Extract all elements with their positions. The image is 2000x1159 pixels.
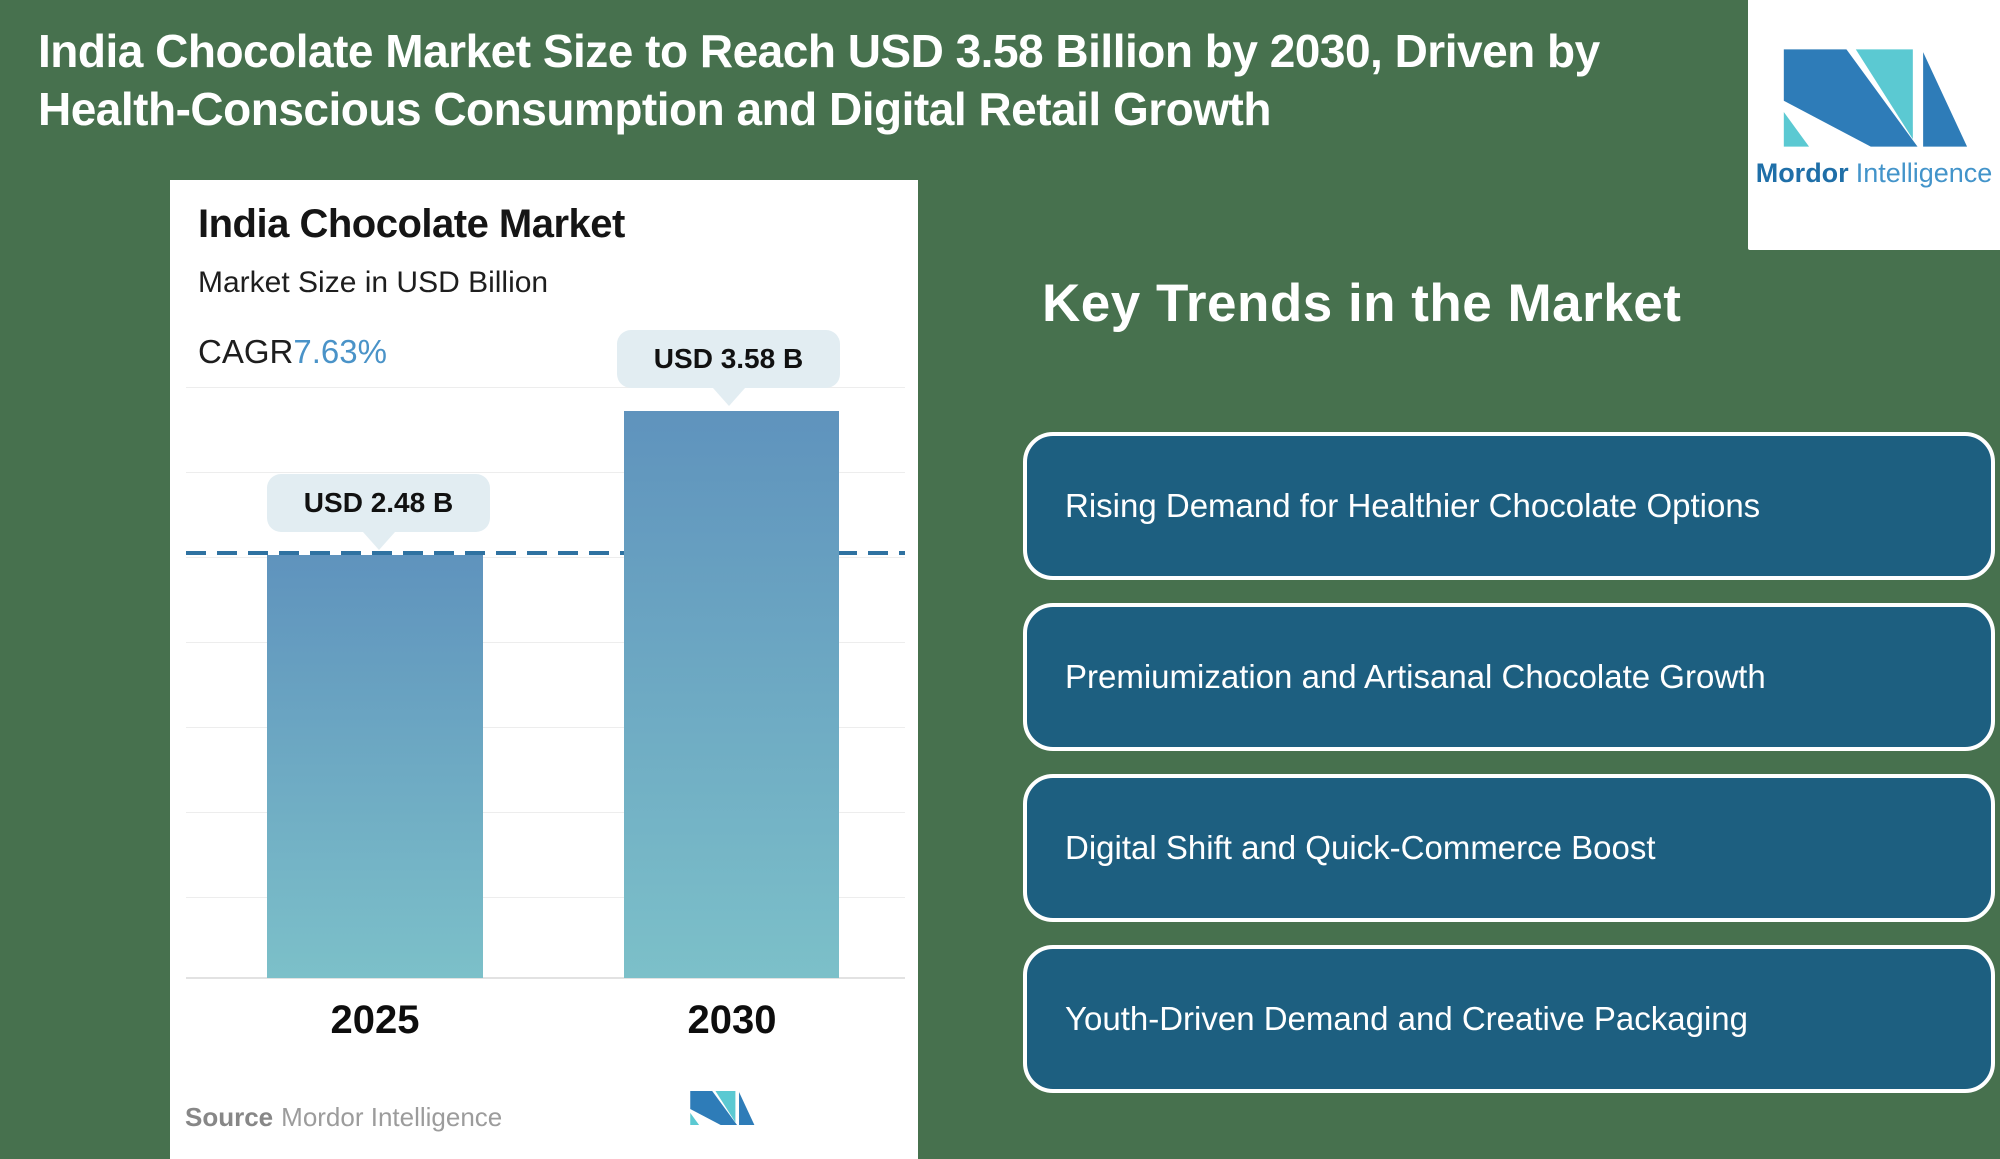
bar-2025 [267,555,483,978]
trend-item-digital-shift: Digital Shift and Quick-Commerce Boost [1023,774,1995,922]
trends-heading: Key Trends in the Market [1042,274,1682,333]
value-label-2025: USD 2.48 B [267,474,490,532]
chart-subtitle: Market Size in USD Billion [198,266,549,299]
trend-item-youth-demand: Youth-Driven Demand and Creative Packagi… [1023,945,1995,1093]
gridline [186,642,905,643]
value-label-2030: USD 3.58 B [617,330,840,388]
trend-item-label: Premiumization and Artisanal Chocolate G… [1065,658,1766,695]
source-label: Source [185,1102,274,1132]
gridline [186,557,905,558]
cagr-value: 7.63% [293,333,387,370]
gridline [186,812,905,813]
gridline [186,897,905,898]
value-label-2025-text: USD 2.48 B [303,487,454,518]
page-title-line-2: Health-Conscious Consumption and Digital… [38,83,1271,135]
trend-item-healthier-options: Rising Demand for Healthier Chocolate Op… [1023,432,1995,580]
reference-dashed-line [186,551,905,555]
trend-item-label: Rising Demand for Healthier Chocolate Op… [1065,487,1761,524]
logo-wordmark-bold: Mordor [1755,158,1849,188]
gridline [186,387,905,388]
mordor-logo-card: Mordor Intelligence [1748,0,2000,250]
chart-title: India Chocolate Market [198,202,625,246]
source-row: Source Mordor Intelligence [185,1102,502,1133]
gridline [186,727,905,728]
chart-card: India Chocolate Market Market Size in US… [170,180,918,1159]
trend-item-label: Youth-Driven Demand and Creative Packagi… [1065,1000,1749,1037]
page-title-line-1: India Chocolate Market Size to Reach USD… [38,25,1600,77]
logo-wordmark: Mordor Intelligence [1748,158,2000,189]
logo-wordmark-light: Intelligence [1855,158,1993,188]
source-value: Mordor Intelligence [281,1102,503,1132]
x-tick-2025: 2025 [330,998,420,1042]
cagr-label: CAGR [198,333,294,370]
cagr-row: CAGR7.63% [198,333,387,371]
mordor-m-icon-small [690,1090,755,1126]
trend-item-label: Digital Shift and Quick-Commerce Boost [1065,829,1656,866]
bar-2030 [624,411,839,978]
x-tick-2030: 2030 [687,998,777,1042]
page-title: India Chocolate Market Size to Reach USD… [38,22,1600,138]
value-label-2030-text: USD 3.58 B [653,343,804,374]
x-axis-line [186,977,905,979]
mordor-m-icon [1783,49,1968,147]
gridline [186,472,905,473]
trend-item-premiumization: Premiumization and Artisanal Chocolate G… [1023,603,1995,751]
